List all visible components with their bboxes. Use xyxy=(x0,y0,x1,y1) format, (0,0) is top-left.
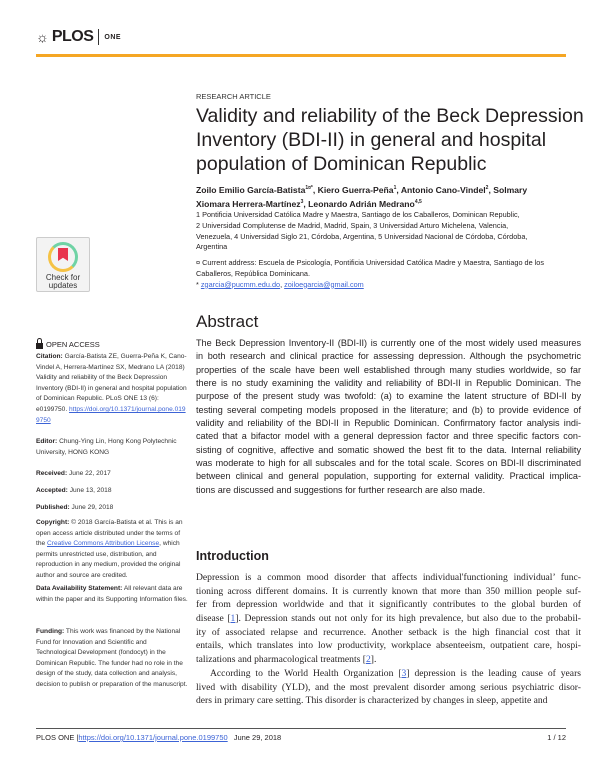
text-line: Depression is a common mood disorder tha… xyxy=(196,572,581,583)
accepted-date: Accepted: June 13, 2018 xyxy=(36,487,112,494)
received-date: Received: June 22, 2017 xyxy=(36,470,111,477)
reference-link[interactable]: 3 xyxy=(401,667,407,679)
text-line: The Beck Depression Inventory-II (BDI-II… xyxy=(196,338,581,348)
text-line: validity and reliability of the BDI-II i… xyxy=(196,418,581,429)
check-for-updates-button[interactable]: Check for updates xyxy=(36,237,90,292)
current-address: ¤ Current address: Escuela de Psicología… xyxy=(196,258,544,289)
affiliations: 1 Pontificia Universidad Católica Madre … xyxy=(196,210,528,252)
published-date: Published: June 29, 2018 xyxy=(36,504,114,511)
text-line: ders in primary care setting. This disor… xyxy=(196,695,548,707)
author-list: Zoilo Emilio García-Batista1¤*, Kiero Gu… xyxy=(196,184,528,209)
email-link[interactable]: zgarcia@pucmm.edu.do xyxy=(200,279,281,289)
email-link[interactable]: zoiloegarcia@gmail.com xyxy=(284,279,364,289)
text-line: talizations and pharmacological treatmen… xyxy=(196,654,377,666)
bookmark-icon xyxy=(48,242,78,272)
plos-one-logo: ☼ PLOS ONE xyxy=(36,28,122,45)
logo-divider xyxy=(98,29,100,45)
open-access: OPEN ACCESS xyxy=(36,338,100,349)
text-line: was moderate to high for all subscales a… xyxy=(196,458,581,469)
introduction-text: Depression is a common mood disorder tha… xyxy=(196,571,581,708)
citation: Citation: García-Batista ZE, Guerra-Peña… xyxy=(36,353,187,424)
footer: PLOS ONE | https://doi.org/10.1371/journ… xyxy=(36,733,566,742)
text-line: According to the World Health Organizati… xyxy=(210,667,581,679)
citation-doi-link[interactable]: https://doi.org/10.1371/journal.pone.019… xyxy=(36,405,186,424)
article-type: RESEARCH ARTICLE xyxy=(196,92,271,101)
footer-rule xyxy=(36,728,566,729)
footer-doi-link[interactable]: https://doi.org/10.1371/journal.pone.019… xyxy=(78,733,228,742)
introduction-heading: Introduction xyxy=(196,549,269,563)
abstract-heading: Abstract xyxy=(196,312,259,331)
text-line: in both research and clinical practice f… xyxy=(196,351,581,362)
text-line: disease [1]. Depression stands out not o… xyxy=(196,613,581,625)
text-line: purpose of the present study was twofold… xyxy=(196,391,581,402)
text-line: lived with disability (YLD), and the mos… xyxy=(196,681,581,693)
text-line: ity of associated relapse and recurrence… xyxy=(196,626,581,638)
article-title: Validity and reliability of the Beck Dep… xyxy=(196,105,584,175)
page-number: 1 / 12 xyxy=(547,733,566,742)
reference-link[interactable]: 2 xyxy=(365,654,371,666)
open-lock-icon xyxy=(36,338,43,349)
text-line: cated that a bifactor model with a gener… xyxy=(196,431,581,442)
data-availability: Data Availability Statement: All relevan… xyxy=(36,585,188,603)
text-line: sisting of cognitive, affective and soma… xyxy=(196,444,581,455)
text-line: tioning across different domains. It is … xyxy=(196,585,581,597)
funding: Funding: This work was financed by the N… xyxy=(36,628,188,688)
text-line: testing several competing models propose… xyxy=(196,404,581,415)
text-line: tions are discussed and suggestions for … xyxy=(196,484,486,495)
editor: Editor: Chung-Ying Lin, Hong Kong Polyte… xyxy=(36,438,177,456)
text-line: between clinical and general population,… xyxy=(196,471,581,482)
license-link[interactable]: Creative Commons Attribution License xyxy=(47,540,160,548)
text-line: there is no study examining the validity… xyxy=(196,378,581,389)
reference-link[interactable]: 1 xyxy=(230,613,236,625)
abstract-text: The Beck Depression Inventory-II (BDI-II… xyxy=(196,337,581,497)
text-line: entails, which translates into low produ… xyxy=(196,640,581,652)
plos-sun-icon: ☼ xyxy=(36,29,49,45)
copyright: Copyright: © 2018 García-Batista et al. … xyxy=(36,519,183,579)
text-line: fer from depression worldwide and that i… xyxy=(196,599,581,611)
header-rule xyxy=(36,54,566,57)
text-line: properties of the scale have been well e… xyxy=(196,364,581,375)
